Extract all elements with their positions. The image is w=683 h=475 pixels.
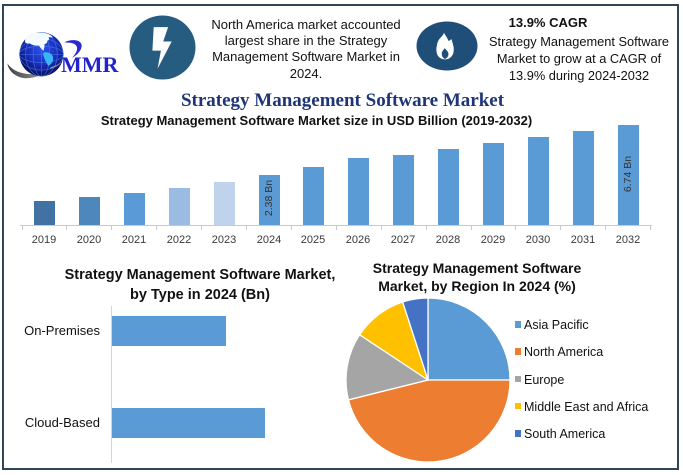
svg-text:MMR: MMR xyxy=(61,52,120,77)
